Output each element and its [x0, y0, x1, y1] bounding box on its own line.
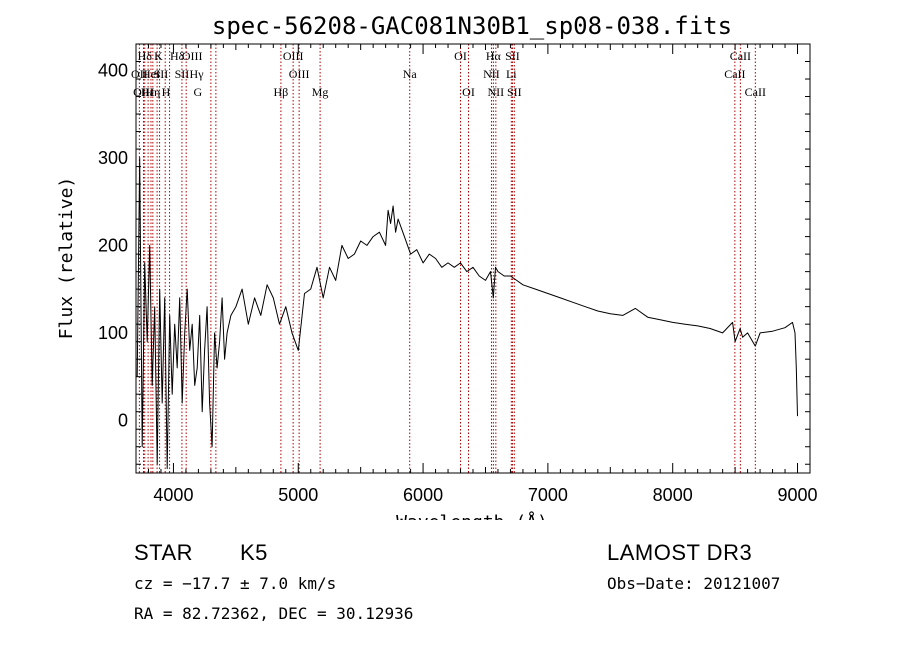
line-label: Hη: [145, 85, 160, 99]
y-tick-label: 0: [118, 410, 128, 430]
chart-title: spec-56208-GAC081N30B1_sp08-038.fits: [212, 12, 732, 40]
line-label: Li: [506, 67, 517, 81]
line-label: SII: [507, 85, 522, 99]
coordinates: RA = 82.72362, DEC = 30.12936: [134, 604, 414, 623]
line-label: OIII: [133, 85, 154, 99]
object-subclass: K5: [240, 540, 268, 565]
object-class: STAR: [134, 540, 194, 565]
line-label: HeI: [142, 67, 160, 81]
line-label: CaII: [730, 49, 751, 63]
line-label: OIII: [182, 49, 203, 63]
line-label: Hδ: [138, 49, 153, 63]
line-label: K: [154, 49, 163, 63]
line-label: CaII: [745, 85, 766, 99]
line-label: SII: [175, 67, 190, 81]
line-label: OI: [454, 49, 467, 63]
line-label: G: [193, 85, 202, 99]
y-tick-label: 300: [98, 148, 128, 168]
line-label: Na: [403, 67, 418, 81]
spectrum-chart: spec-56208-GAC081N30B1_sp08-038.fits Hδ O…: [56, 12, 818, 520]
x-axis: 4000 5000 6000 7000 8000 9000: [147, 44, 818, 505]
line-label: Hε: [141, 85, 155, 99]
line-label: OI: [462, 85, 475, 99]
line-label: NII: [488, 85, 505, 99]
x-tick-label: 7000: [528, 485, 568, 505]
y-axis: 0 100 200 300 400: [98, 60, 810, 465]
x-tick-label: 4000: [153, 485, 193, 505]
y-axis-label: Flux (relative): [56, 177, 77, 340]
x-tick-label: 5000: [278, 485, 318, 505]
observation-date: Obs−Date: 20121007: [607, 574, 781, 593]
line-label: Mg: [312, 85, 329, 99]
survey-name: LAMOST DR3: [607, 540, 753, 565]
y-tick-label: 100: [98, 323, 128, 343]
line-label: CaII: [724, 67, 745, 81]
line-label: NII: [483, 67, 500, 81]
x-tick-label: 6000: [403, 485, 443, 505]
flux-series-line: [136, 157, 798, 470]
line-label: OIII: [289, 67, 310, 81]
x-axis-label: Wavelength (Å): [396, 511, 548, 520]
line-label: OIII: [283, 49, 304, 63]
line-label: OII: [131, 67, 148, 81]
x-tick-label: 9000: [777, 485, 817, 505]
line-label: SII: [505, 49, 520, 63]
y-tick-label: 200: [98, 235, 128, 255]
redshift-velocity: cz = −17.7 ± 7.0 km/s: [134, 574, 337, 593]
line-label: SII: [154, 67, 169, 81]
line-label: Hα: [486, 49, 502, 63]
line-label: H: [162, 85, 171, 99]
plot-area: [136, 157, 798, 470]
line-label: Hγ: [190, 67, 205, 81]
x-tick-label: 8000: [653, 485, 693, 505]
y-tick-label: 400: [98, 60, 128, 80]
plot-frame: [135, 43, 811, 474]
line-label: Hβ: [274, 85, 289, 99]
